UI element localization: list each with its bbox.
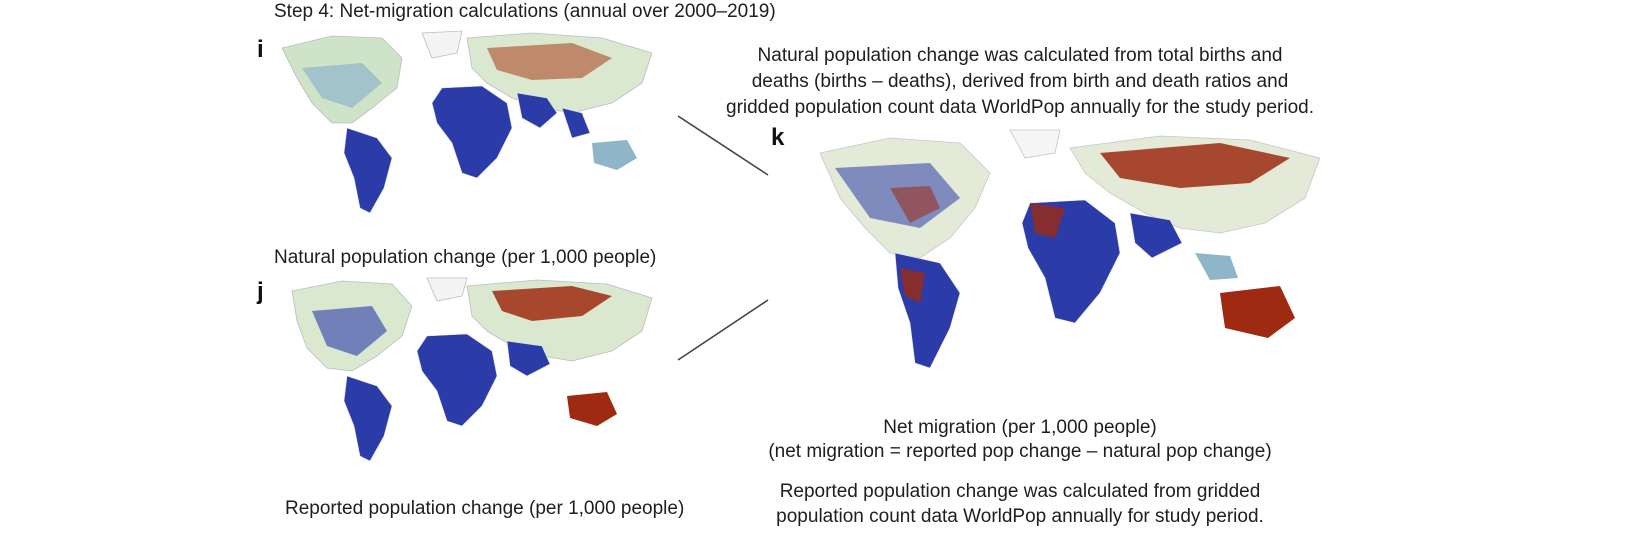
note-natural-line2: deaths (births – deaths), derived from b…	[751, 71, 1289, 92]
note-natural-line1: Natural population change was calculated…	[757, 45, 1283, 66]
note-reported-line1: Reported population change was calculate…	[779, 481, 1261, 502]
panel-letter-i: i	[257, 36, 264, 63]
caption-reported-change: Reported population change (per 1,000 pe…	[285, 498, 685, 519]
note-reported-line2: population count data WorldPop annually …	[776, 506, 1264, 527]
panel-letter-j: j	[257, 278, 264, 305]
map-reported-change	[291, 277, 653, 462]
caption-natural-change: Natural population change (per 1,000 peo…	[274, 247, 657, 268]
caption-net-migration-formula: (net migration = reported pop change – n…	[768, 441, 1272, 462]
connector-lines	[677, 115, 769, 361]
map-net-migration	[819, 129, 1321, 369]
map-natural-change	[281, 30, 653, 214]
caption-net-migration: Net migration (per 1,000 people)	[883, 417, 1157, 438]
panel-letter-k: k	[771, 124, 785, 151]
note-natural-line3: gridded population count data WorldPop a…	[726, 97, 1314, 118]
step-title: Step 4: Net-migration calculations (annu…	[274, 1, 776, 22]
